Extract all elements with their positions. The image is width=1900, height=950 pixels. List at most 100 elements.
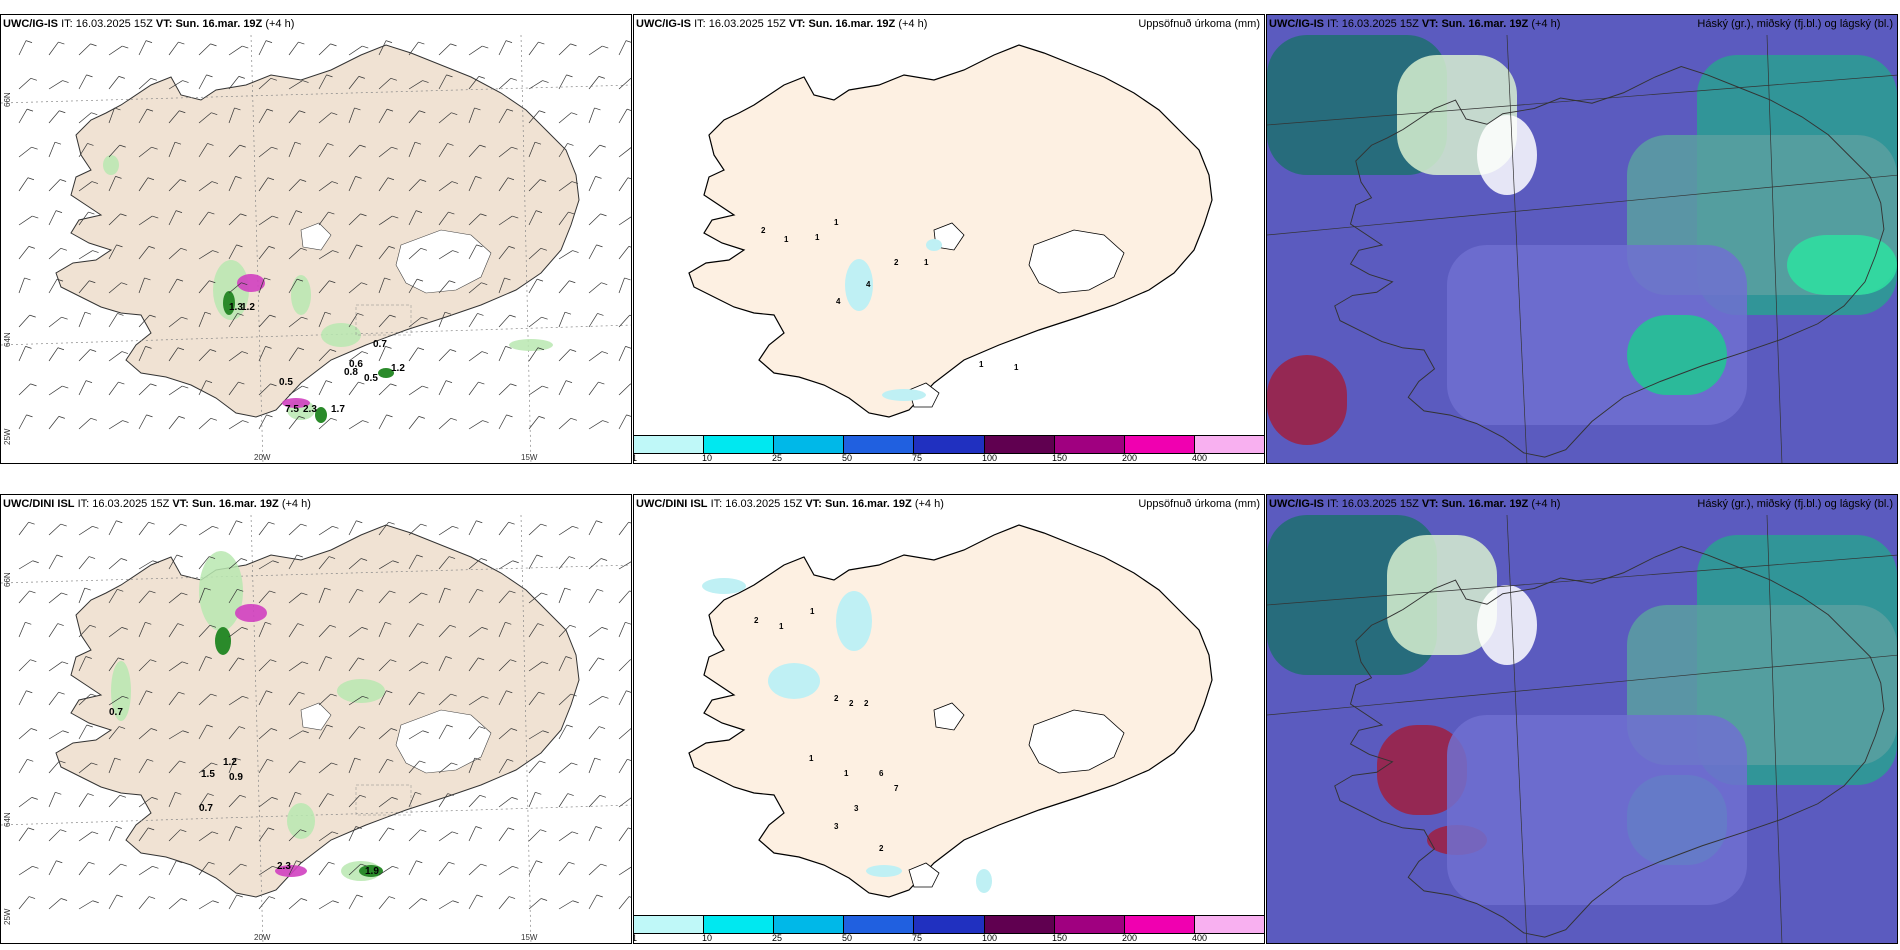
legend-swatch: [774, 436, 845, 453]
legend-tick-label: 50: [842, 453, 853, 463]
precip-area: [702, 578, 746, 594]
precip-value-label: 1: [810, 607, 815, 616]
wind-map: 0.7 1.5 1.2 0.9 0.7 2.3 1.9: [1, 495, 631, 943]
legend-tick-label: 1: [634, 453, 637, 463]
lat-label-66n: 66N: [3, 572, 12, 587]
lat-label-64n: 64N: [3, 812, 12, 827]
precip-legend: 1 10 25 50 75 100 150 200 400: [634, 915, 1264, 943]
legend-swatch: [774, 916, 845, 933]
legend-swatch: [704, 436, 775, 453]
glacier: [300, 702, 332, 731]
precip-value-label: 1: [924, 258, 929, 267]
wind-value-label: 2.3: [277, 861, 291, 872]
lon-label-15w: 15W: [521, 933, 538, 942]
glacier: [395, 229, 492, 294]
wind-value-label: 0.7: [373, 339, 387, 350]
glacier: [300, 222, 332, 251]
lat-label-25w: 25W: [3, 428, 12, 445]
precip-map: 2 1 1 2 2 2 1 1 6 7 3 3 2: [634, 495, 1264, 943]
wind-value-label: 0.5: [364, 373, 378, 384]
cloud-layer: [1267, 355, 1347, 445]
legend-tick-label: 200: [1122, 933, 1138, 943]
wind-value-label: 1.2: [391, 363, 405, 374]
panel-header: UWC/IG-IS IT: 16.03.2025 15Z VT: Sun. 16…: [636, 18, 928, 30]
wind-panel-row2: UWC/DINI ISL IT: 16.03.2025 15Z VT: Sun.…: [0, 494, 632, 944]
precip-value-label: 2: [879, 844, 884, 853]
cloud-layer: [1787, 235, 1897, 295]
precip-area: [926, 239, 942, 251]
legend-swatch: [1054, 436, 1125, 453]
cloud-layer: [1377, 725, 1467, 815]
precip-value-label: 1: [779, 622, 784, 631]
precip-area: [882, 389, 926, 401]
precip-value-label: 3: [854, 804, 859, 813]
panel-header: UWC/IG-IS IT: 16.03.2025 15Z VT: Sun. 16…: [1269, 18, 1561, 30]
wind-value-label: 0.7: [109, 707, 123, 718]
precip-value-label: 2: [894, 258, 899, 267]
panel-title: Uppsöfnuð úrkoma (mm): [1138, 18, 1260, 30]
legend-tick-label: 150: [1052, 453, 1068, 463]
panel-title: Uppsöfnuð úrkoma (mm): [1138, 498, 1260, 510]
cloud-layer: [1477, 115, 1537, 195]
legend-tick-label: 100: [982, 933, 998, 943]
legend-tick-label: 200: [1122, 453, 1138, 463]
precip-area: [976, 869, 992, 893]
precip-value-label: 1: [979, 360, 984, 369]
wind-value-label: 1.2: [223, 757, 237, 768]
legend-swatch: [1194, 916, 1264, 933]
legend-swatch: [634, 916, 705, 933]
panel-title: Háský (gr.), miðský (fj.bl.) og lágský (…: [1697, 18, 1893, 30]
precip-value-label: 2: [849, 699, 854, 708]
legend-swatch: [914, 436, 985, 453]
wind-value-label: 0.9: [229, 772, 243, 783]
legend-tick-label: 75: [911, 933, 922, 943]
precip-value-label: 1: [1014, 363, 1019, 372]
legend-swatch: [1124, 436, 1195, 453]
legend-tick-label: 10: [701, 933, 712, 943]
iceland-outline: [1334, 65, 1885, 458]
legend-swatch: [704, 916, 775, 933]
wind-value-label: 1.7: [331, 404, 345, 415]
precip-map: 2 1 1 1 4 4 2 1 1 1: [634, 15, 1264, 463]
wind-value-label: 1.9: [365, 866, 379, 877]
precip-area: [836, 591, 872, 651]
precip-value-label: 1: [784, 235, 789, 244]
precip-value-label: 2: [754, 616, 759, 625]
precip-panel-row2: UWC/DINI ISL IT: 16.03.2025 15Z VT: Sun.…: [633, 494, 1265, 944]
precip-value-label: 1: [844, 769, 849, 778]
glacier: [395, 709, 492, 774]
glacier: [908, 862, 940, 888]
precip-area: [768, 663, 820, 699]
legend-swatch: [844, 436, 915, 453]
cloud-map: [1267, 495, 1897, 943]
precip-area: [866, 865, 902, 877]
wind-panel-row1: UWC/IG-IS IT: 16.03.2025 15Z VT: Sun. 16…: [0, 14, 632, 464]
wind-value-label: 1.2: [241, 302, 255, 313]
precip-value-label: 1: [809, 754, 814, 763]
legend-tick-label: 75: [911, 453, 922, 463]
panel-header: UWC/DINI ISL IT: 16.03.2025 15Z VT: Sun.…: [3, 498, 311, 510]
lon-label-20w: 20W: [254, 453, 271, 462]
precip-area: [845, 259, 873, 311]
legend-swatch: [634, 436, 705, 453]
cloud-panel-row1: UWC/IG-IS IT: 16.03.2025 15Z VT: Sun. 16…: [1266, 14, 1898, 464]
iceland-outline: [1334, 545, 1885, 938]
wind-value-label: 1.5: [201, 769, 215, 780]
legend-tick-label: 25: [771, 453, 782, 463]
wind-value-label: 0.5: [279, 377, 293, 388]
legend-tick-label: 1: [634, 933, 637, 943]
wind-value-label: 0.6: [349, 359, 363, 370]
panel-title: Háský (gr.), miðský (fj.bl.) og lágský (…: [1697, 498, 1893, 510]
cloud-layer: [1447, 715, 1747, 905]
legend-swatch: [984, 916, 1055, 933]
legend-tick-label: 25: [771, 933, 782, 943]
panel-header: UWC/IG-IS IT: 16.03.2025 15Z VT: Sun. 16…: [1269, 498, 1561, 510]
glacier: [1028, 229, 1125, 294]
legend-tick-label: 10: [701, 453, 712, 463]
precip-value-label: 4: [836, 297, 841, 306]
lon-label-20w: 20W: [254, 933, 271, 942]
cloud-layer: [1387, 535, 1497, 655]
legend-tick-label: 400: [1191, 933, 1208, 943]
legend-swatch: [1054, 916, 1125, 933]
cloud-layer: [1627, 315, 1727, 395]
